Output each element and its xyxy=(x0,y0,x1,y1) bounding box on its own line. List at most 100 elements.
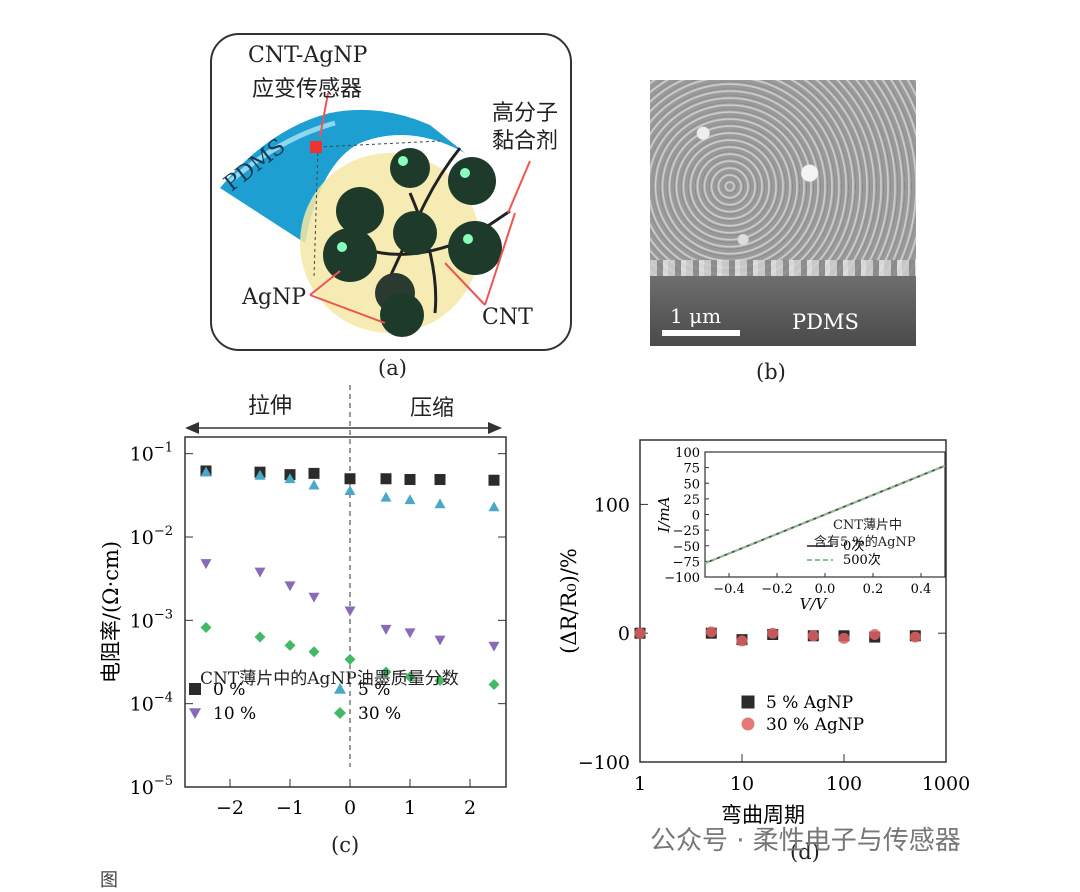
label-cnt: CNT xyxy=(482,305,533,330)
data-point-c xyxy=(284,639,296,651)
data-point-c xyxy=(434,635,446,646)
data-point-c xyxy=(308,592,320,603)
inset-x-tick-label: 0.0 xyxy=(815,582,836,597)
x-tick-label-c: −1 xyxy=(276,797,304,819)
arrow-left-label: 拉伸 xyxy=(248,394,293,419)
scale-bar-label: 1 μm xyxy=(670,304,722,328)
y-tick-label-c: 10−5 xyxy=(130,774,173,799)
caption-d: (d) xyxy=(790,840,820,864)
cnt-fiber xyxy=(408,192,438,314)
x-tick-label-d: 10 xyxy=(730,773,754,795)
pointer-arrows xyxy=(309,92,531,324)
panel-a: CNT-AgNP 应变传感器 高分子 黏合剂 PDMS AgNP CNT xyxy=(210,33,572,351)
data-point-d xyxy=(736,635,748,647)
data-point-c xyxy=(200,559,212,570)
y-tick-label-base: 10 xyxy=(130,444,154,466)
inset-y-tick-label: −100 xyxy=(664,571,700,586)
x-tick-label-c: 2 xyxy=(464,797,476,819)
sensor-marker xyxy=(310,141,322,153)
label-agnp: AgNP xyxy=(242,285,307,310)
agnp-spheres xyxy=(323,148,502,337)
data-point-c xyxy=(200,622,212,634)
x-tick-label-c: 0 xyxy=(344,797,356,819)
data-point-c xyxy=(380,473,392,485)
x-tick-label-d: 1 xyxy=(634,773,646,795)
inset-y-axis-label: I/mA xyxy=(655,496,673,533)
inset-y-tick-label: 25 xyxy=(683,493,700,508)
data-point-d xyxy=(869,628,881,640)
data-point-c xyxy=(284,581,296,592)
inset-y-tick-label: 0 xyxy=(692,509,700,524)
inset-y-tick-label: 75 xyxy=(683,462,700,477)
zoom-lines xyxy=(313,140,441,279)
data-point-d xyxy=(767,627,779,639)
caption-b: (b) xyxy=(756,360,786,384)
data-point-c xyxy=(404,473,416,485)
caption-c: (c) xyxy=(331,833,360,857)
data-point-c xyxy=(404,628,416,639)
data-point-c xyxy=(344,606,356,617)
inset-x-tick-label: −0.4 xyxy=(713,582,745,597)
inset-legend-title-2: 含有5 %的AgNP xyxy=(814,535,916,550)
legend-marker-c xyxy=(189,683,201,695)
legend-c-title: CNT薄片中的AgNP油墨质量分数 xyxy=(200,669,459,689)
label-polymer-line1: 高分子 xyxy=(492,101,559,126)
data-point-c xyxy=(254,469,266,480)
data-point-c xyxy=(380,624,392,635)
arrow-right-label: 压缩 xyxy=(410,396,455,421)
scale-bar xyxy=(662,330,740,336)
inset-legend-title-1: CNT薄片中 xyxy=(833,518,902,533)
data-point-c xyxy=(488,474,500,486)
label-polymer-line2: 黏合剂 xyxy=(492,129,559,154)
data-point-c xyxy=(404,494,416,505)
legend-marker-c xyxy=(334,707,346,719)
data-point-c xyxy=(488,501,500,512)
data-point-d xyxy=(634,627,646,639)
data-point-c xyxy=(284,473,296,484)
sem-image: 1 μm PDMS xyxy=(650,80,916,346)
legend-label-c: 5 % xyxy=(358,680,390,700)
figure-caption-fragment: 图 xyxy=(100,870,118,891)
data-point-c xyxy=(308,467,320,479)
y-tick-label-exp: −2 xyxy=(154,524,173,539)
data-point-d xyxy=(838,632,850,644)
label-pdms-b: PDMS xyxy=(792,310,859,334)
legend-label-c: 0 % xyxy=(213,680,245,700)
legend-label-c: 30 % xyxy=(358,704,401,724)
inset-line xyxy=(704,464,946,565)
x-tick-label-d: 100 xyxy=(826,773,862,795)
y-tick-label-exp: −4 xyxy=(154,691,173,706)
x-axis-label-d: 弯曲周期 xyxy=(721,803,805,827)
panel-a-schematic xyxy=(210,33,572,351)
strain-arrow-head-right xyxy=(488,422,502,434)
plot-frame-d xyxy=(639,439,947,763)
y-tick-label-exp: −5 xyxy=(154,774,173,789)
data-point-d xyxy=(909,631,921,643)
data-point-c xyxy=(344,485,356,496)
legend-label-c: 10 % xyxy=(213,704,256,724)
data-point-c xyxy=(344,473,356,485)
x-tick-label-c: −2 xyxy=(216,797,244,819)
y-axis-label-c: 电阻率/(Ω·cm) xyxy=(99,541,123,683)
x-tick-label-d: 1000 xyxy=(922,773,970,795)
y-tick-label-base: 10 xyxy=(130,610,154,632)
inset-x-tick-label: 0.4 xyxy=(911,582,932,597)
inset-x-tick-label: 0.2 xyxy=(863,582,884,597)
data-point-d xyxy=(705,626,717,638)
data-point-c xyxy=(434,674,446,686)
y-tick-label-base: 10 xyxy=(130,694,154,716)
chart-c: 10−110−210−310−410−5−2−1012应变%电阻率/(Ω·cm)… xyxy=(99,385,507,819)
y-tick-label-base: 10 xyxy=(130,527,154,549)
y-tick-label-exp: −1 xyxy=(154,441,173,456)
legend-label-d: 5 % AgNP xyxy=(766,693,853,713)
y-tick-label-c: 10−2 xyxy=(130,524,173,549)
y-tick-label-d: 100 xyxy=(594,494,630,516)
y-tick-label-c: 10−4 xyxy=(130,691,173,716)
y-tick-label-base: 10 xyxy=(130,777,154,799)
inset-y-tick-label: −25 xyxy=(673,524,700,539)
strain-arrow-head-left xyxy=(185,422,199,434)
data-point-c xyxy=(404,671,416,683)
legend-marker-c xyxy=(334,683,346,694)
data-point-c xyxy=(488,678,500,690)
